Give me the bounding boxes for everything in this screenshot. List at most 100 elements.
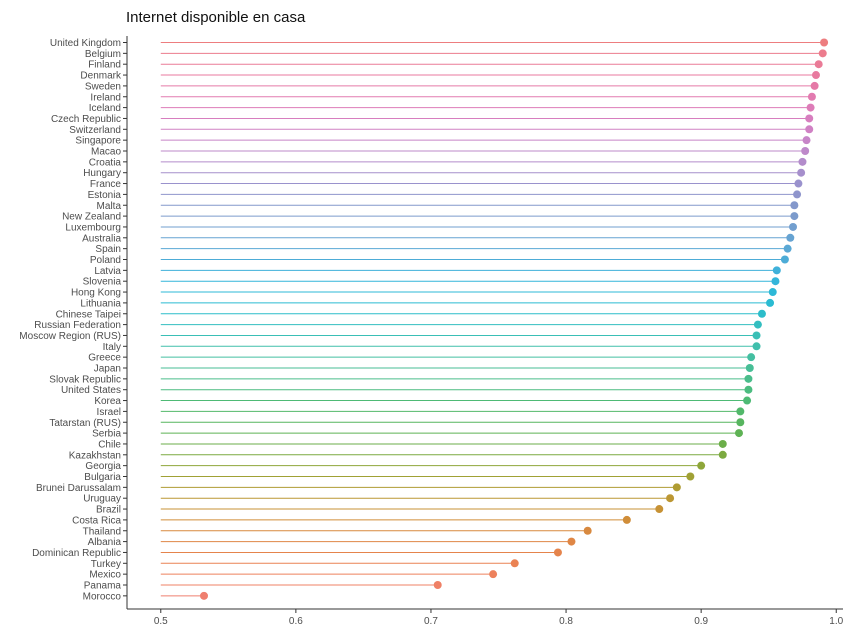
y-tick-label: Belgium xyxy=(85,49,121,60)
x-tick-label: 0.5 xyxy=(154,616,168,625)
lollipop-point xyxy=(752,342,761,351)
y-tick-label: Croatia xyxy=(89,157,122,168)
y-tick-label: Slovak Republic xyxy=(49,374,121,385)
lollipop-point xyxy=(801,147,810,155)
lollipop-point xyxy=(655,505,664,514)
lollipop-point xyxy=(744,374,753,383)
y-tick-label: Georgia xyxy=(85,461,121,472)
y-tick-label: Moscow Region (RUS) xyxy=(19,331,121,342)
y-tick-label: Denmark xyxy=(80,71,122,82)
chart-marks xyxy=(160,38,829,600)
lollipop-point xyxy=(745,364,754,372)
y-tick-label: Mexico xyxy=(89,570,121,581)
lollipop-point xyxy=(697,461,706,470)
y-tick-label: Thailand xyxy=(83,526,121,537)
y-tick-label: Hong Kong xyxy=(71,288,121,299)
lollipop-point xyxy=(805,114,814,123)
lollipop-point xyxy=(672,483,681,492)
y-tick-label: Tatarstan (RUS) xyxy=(49,418,121,429)
y-tick-label: Turkey xyxy=(91,559,121,570)
lollipop-point xyxy=(768,288,777,297)
y-tick-label: Lithuania xyxy=(80,298,121,309)
lollipop-point xyxy=(752,331,761,340)
y-tick-label: Italy xyxy=(103,342,121,353)
lollipop-point xyxy=(794,179,803,188)
y-tick-label: Macao xyxy=(91,147,121,158)
lollipop-point xyxy=(753,320,762,329)
lollipop-point xyxy=(757,309,766,318)
y-tick-label: Israel xyxy=(97,407,121,418)
y-tick-label: Australia xyxy=(82,233,121,244)
y-tick-label: Spain xyxy=(95,244,121,255)
y-tick-label: New Zealand xyxy=(62,212,121,223)
y-tick-label: Korea xyxy=(94,396,121,407)
y-tick-label: Latvia xyxy=(94,266,121,277)
lollipop-point xyxy=(622,515,631,524)
y-tick-labels: United KingdomBelgiumFinlandDenmarkSwede… xyxy=(19,38,122,602)
x-tick-labels: 0.5 0.6 0.7 0.8 0.9 1.0 xyxy=(154,616,844,625)
lollipop-point xyxy=(567,537,576,546)
lollipop-point xyxy=(783,244,792,253)
lollipop-point xyxy=(797,168,806,177)
lollipop-point xyxy=(718,439,727,448)
lollipop-point xyxy=(553,548,562,557)
y-tick-label: Czech Republic xyxy=(51,114,121,125)
y-tick-label: Sweden xyxy=(85,81,121,92)
lollipop-point xyxy=(686,472,695,481)
lollipop-point xyxy=(786,233,795,242)
lollipop-point xyxy=(433,581,442,589)
lollipop-point xyxy=(747,353,756,362)
x-tick-label: 0.9 xyxy=(694,616,708,625)
y-tick-label: France xyxy=(90,179,122,190)
y-tick-label: United Kingdom xyxy=(50,38,121,49)
lollipop-point xyxy=(772,266,781,275)
y-tick-label: Morocco xyxy=(83,591,122,602)
y-tick-label: Brunei Darussalam xyxy=(36,483,121,494)
y-tick-label: Uruguay xyxy=(83,494,121,505)
lollipop-point xyxy=(790,212,799,221)
y-tick-label: Chinese Taipei xyxy=(56,309,121,320)
y-tick-label: Hungary xyxy=(83,168,121,179)
lollipop-point xyxy=(771,277,780,286)
y-tick-label: Dominican Republic xyxy=(32,548,121,559)
y-tick-label: Serbia xyxy=(92,429,121,440)
y-tick-label: Chile xyxy=(98,439,121,450)
lollipop-point xyxy=(744,385,753,394)
y-tick-label: Iceland xyxy=(89,103,121,114)
lollipop-point xyxy=(811,71,820,80)
lollipop-point xyxy=(810,81,819,90)
lollipop-point xyxy=(766,298,775,307)
lollipop-point xyxy=(489,570,498,579)
x-tick-label: 0.6 xyxy=(289,616,303,625)
y-tick-label: Albania xyxy=(88,537,122,548)
y-tick-label: Malta xyxy=(97,201,122,212)
y-tick-label: Finland xyxy=(88,60,121,71)
lollipop-point xyxy=(818,49,827,58)
y-tick-label: Kazakhstan xyxy=(69,450,121,461)
y-tick-label: Singapore xyxy=(75,136,121,147)
y-tick-label: Russian Federation xyxy=(34,320,121,331)
lollipop-point xyxy=(736,418,745,427)
y-tick-label: Bulgaria xyxy=(84,472,121,483)
lollipop-point xyxy=(790,201,799,210)
lollipop-point xyxy=(583,526,592,535)
lollipop-point xyxy=(734,429,743,438)
lollipop-point xyxy=(666,494,675,503)
y-tick-label: Brazil xyxy=(96,505,121,516)
x-tick-label: 0.7 xyxy=(424,616,438,625)
lollipop-point xyxy=(743,396,752,405)
lollipop-point xyxy=(780,255,789,264)
y-tick-label: Switzerland xyxy=(69,125,121,136)
lollipop-point xyxy=(814,60,823,69)
y-tick-label: Greece xyxy=(88,353,121,364)
lollipop-point xyxy=(798,157,807,166)
lollipop-point xyxy=(807,92,816,101)
y-tick-label: Slovenia xyxy=(83,277,122,288)
lollipop-point xyxy=(802,136,811,145)
y-tick-label: Estonia xyxy=(88,190,122,201)
x-tick-label: 0.8 xyxy=(559,616,573,625)
chart-title: Internet disponible en casa xyxy=(126,9,306,26)
lollipop-point xyxy=(718,450,727,459)
axes xyxy=(123,36,843,613)
